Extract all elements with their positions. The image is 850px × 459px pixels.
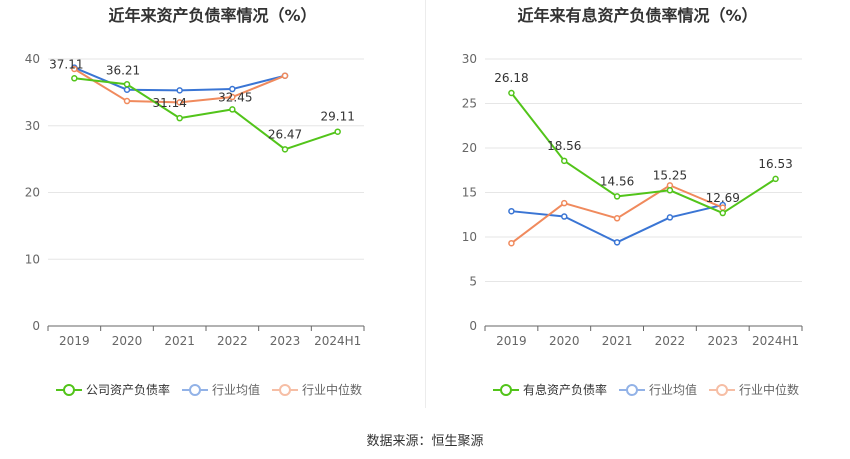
series-line <box>74 77 338 151</box>
y-tick-label: 10 <box>462 230 477 244</box>
data-point[interactable] <box>123 86 131 93</box>
legend-item[interactable]: 行业中位数 <box>709 381 799 398</box>
data-label: 26.18 <box>494 71 528 85</box>
y-tick-label: 5 <box>469 275 477 289</box>
y-tick-label: 30 <box>462 52 477 66</box>
legend-item[interactable]: 有息资产负债率 <box>493 381 607 398</box>
data-point[interactable] <box>508 239 515 247</box>
x-tick-label: 2022 <box>655 334 686 348</box>
data-point[interactable] <box>334 128 341 135</box>
y-tick-label: 30 <box>25 119 40 133</box>
data-point[interactable] <box>176 114 183 122</box>
y-tick-label: 20 <box>25 186 40 200</box>
data-point[interactable] <box>613 239 621 246</box>
x-tick-label: 2023 <box>270 334 301 348</box>
right-line-chart: 0 5 10 15 20 25 30 2019 2020 2021 2022 2023 2024H1 26… <box>462 52 803 348</box>
data-point[interactable] <box>71 65 78 73</box>
data-point[interactable] <box>719 209 726 217</box>
data-label: 18.56 <box>547 139 581 153</box>
data-point[interactable] <box>719 204 726 211</box>
left-chart-title: 近年来资产负债率情况（%） <box>108 6 317 25</box>
x-tick-label: 2020 <box>549 334 580 348</box>
legend-label: 行业中位数 <box>302 383 363 397</box>
data-point[interactable] <box>666 187 674 194</box>
legend-label: 行业均值 <box>649 383 698 397</box>
x-tick-label: 2021 <box>602 334 633 348</box>
x-tick-label: 2023 <box>707 334 738 348</box>
x-tick-label: 2020 <box>112 334 143 348</box>
legend-item[interactable]: 行业均值 <box>182 381 260 398</box>
data-point[interactable] <box>666 214 674 221</box>
data-point[interactable] <box>71 75 78 82</box>
data-point[interactable] <box>508 89 515 97</box>
data-label: 31.14 <box>152 96 186 110</box>
legend-item[interactable]: 行业中位数 <box>272 381 362 398</box>
x-tick-label: 2021 <box>164 334 195 348</box>
series-line <box>510 92 777 215</box>
chart-divider <box>425 0 426 408</box>
x-tick-label: 2024H1 <box>752 334 799 348</box>
data-point[interactable] <box>561 199 568 207</box>
y-tick-label: 25 <box>462 97 477 111</box>
legend-label: 行业中位数 <box>739 383 800 397</box>
data-label: 14.56 <box>600 174 634 188</box>
legend-marker <box>182 383 209 397</box>
data-point[interactable] <box>229 93 236 101</box>
y-tick-label: 15 <box>462 186 477 200</box>
right-chart-legend: 有息资产负债率 行业均值 行业中位数 <box>493 381 811 398</box>
y-tick-label: 0 <box>32 319 40 333</box>
legend-label: 公司资产负债率 <box>86 383 171 397</box>
y-tick-label: 10 <box>25 252 40 266</box>
data-point[interactable] <box>229 85 236 93</box>
data-label: 36.21 <box>106 63 140 77</box>
data-point[interactable] <box>561 213 568 220</box>
legend-marker <box>272 383 299 397</box>
data-point[interactable] <box>281 146 289 153</box>
x-tick-label: 2022 <box>217 334 248 348</box>
data-label: 12.69 <box>706 191 740 205</box>
legend-marker <box>493 383 519 397</box>
y-tick-label: 0 <box>469 319 477 333</box>
data-label: 37.11 <box>49 57 83 71</box>
legend-marker <box>709 383 736 397</box>
data-point[interactable] <box>176 87 183 94</box>
left-chart-legend: 公司资产负债率 行业均值 行业中位数 <box>56 381 374 398</box>
legend-item[interactable]: 公司资产负债率 <box>56 381 170 398</box>
data-point[interactable] <box>613 215 621 222</box>
left-line-chart: 0 10 20 30 40 2019 2020 2021 2022 2023 2024H1 37.11… <box>25 52 365 348</box>
data-label: 26.47 <box>268 127 302 141</box>
y-tick-label: 40 <box>25 52 40 66</box>
data-point[interactable] <box>123 81 131 88</box>
data-point[interactable] <box>508 207 515 215</box>
data-point[interactable] <box>176 99 183 106</box>
data-source-note: 数据来源：恒生聚源 <box>366 434 484 449</box>
data-point[interactable] <box>772 175 779 183</box>
data-point[interactable] <box>123 97 131 105</box>
x-tick-label: 2024H1 <box>314 334 361 348</box>
x-tick-label: 2019 <box>496 334 527 348</box>
data-label: 15.25 <box>653 168 687 182</box>
data-point[interactable] <box>561 157 568 165</box>
data-label: 29.11 <box>320 110 354 124</box>
legend-marker <box>56 383 82 397</box>
x-tick-label: 2019 <box>59 334 90 348</box>
legend-marker <box>619 383 646 397</box>
data-point[interactable] <box>281 72 289 79</box>
data-point[interactable] <box>613 193 621 200</box>
data-label: 16.53 <box>758 157 792 171</box>
y-tick-label: 20 <box>462 141 477 155</box>
data-point[interactable] <box>229 106 236 113</box>
right-chart-title: 近年来有息资产负债率情况（%） <box>517 6 758 25</box>
legend-label: 行业均值 <box>212 383 261 397</box>
legend-item[interactable]: 行业均值 <box>619 381 697 398</box>
legend-label: 有息资产负债率 <box>523 383 608 397</box>
data-label: 32.45 <box>218 90 252 104</box>
